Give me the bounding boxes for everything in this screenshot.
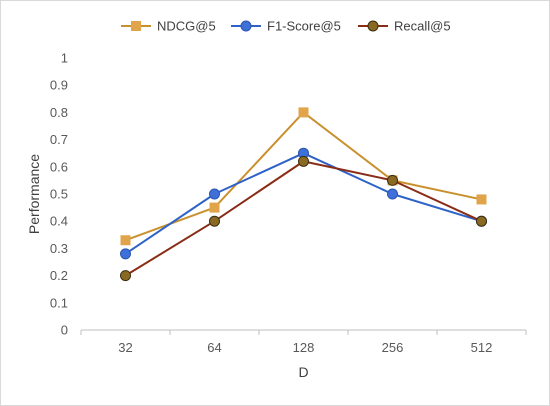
series-line bbox=[125, 111, 482, 242]
data-point bbox=[120, 270, 131, 282]
data-point bbox=[209, 215, 220, 227]
series-recall-5 bbox=[120, 155, 487, 282]
data-point bbox=[476, 215, 487, 227]
x-tick-label: 128 bbox=[293, 340, 315, 355]
y-axis-label: Performance bbox=[26, 154, 42, 234]
y-tick-label: 1 bbox=[61, 51, 68, 66]
y-axis-ticks: 0 0.1 0.2 0.3 0.4 0.5 0.6 0.7 0.8 0.9 1 bbox=[50, 51, 68, 338]
y-tick-label: 0.3 bbox=[50, 241, 68, 256]
x-tick-label: 512 bbox=[471, 340, 493, 355]
data-point bbox=[120, 248, 131, 260]
y-tick-label: 0.8 bbox=[50, 105, 68, 120]
y-tick-label: 0.5 bbox=[50, 187, 68, 202]
y-tick-label: 0.2 bbox=[50, 268, 68, 283]
y-tick-label: 0.4 bbox=[50, 214, 68, 229]
y-tick-label: 0.1 bbox=[50, 295, 68, 310]
y-tick-label: 0.9 bbox=[50, 78, 68, 93]
series-ndcg-5 bbox=[120, 107, 487, 246]
x-axis-label: D bbox=[298, 364, 308, 380]
legend-label: NDCG@5 bbox=[157, 19, 216, 34]
data-point bbox=[476, 194, 487, 205]
data-point bbox=[387, 174, 398, 186]
x-axis: 32 64 128 256 512 bbox=[80, 329, 527, 355]
data-point bbox=[387, 188, 398, 200]
y-tick-label: 0 bbox=[61, 323, 68, 338]
legend-label: F1-Score@5 bbox=[267, 19, 341, 34]
y-tick-label: 0.7 bbox=[50, 132, 68, 147]
data-point bbox=[298, 107, 309, 118]
legend-label: Recall@5 bbox=[394, 19, 451, 34]
y-tick-label: 0.6 bbox=[50, 159, 68, 174]
data-point bbox=[298, 155, 309, 167]
legend: NDCG@5 F1-Score@5 Recall@5 bbox=[121, 19, 451, 34]
data-point bbox=[120, 235, 131, 246]
series-layer bbox=[120, 107, 487, 282]
legend-marker bbox=[131, 21, 141, 31]
legend-marker bbox=[367, 20, 379, 32]
x-tick-label: 64 bbox=[207, 340, 221, 355]
data-point bbox=[209, 202, 220, 213]
legend-item: NDCG@5 bbox=[121, 19, 216, 34]
x-tick-label: 32 bbox=[118, 340, 132, 355]
x-tick-label: 256 bbox=[382, 340, 404, 355]
legend-item: F1-Score@5 bbox=[231, 19, 341, 34]
legend-marker bbox=[240, 20, 252, 32]
legend-item: Recall@5 bbox=[358, 19, 451, 34]
series-line bbox=[124, 152, 482, 255]
data-point bbox=[209, 188, 220, 200]
